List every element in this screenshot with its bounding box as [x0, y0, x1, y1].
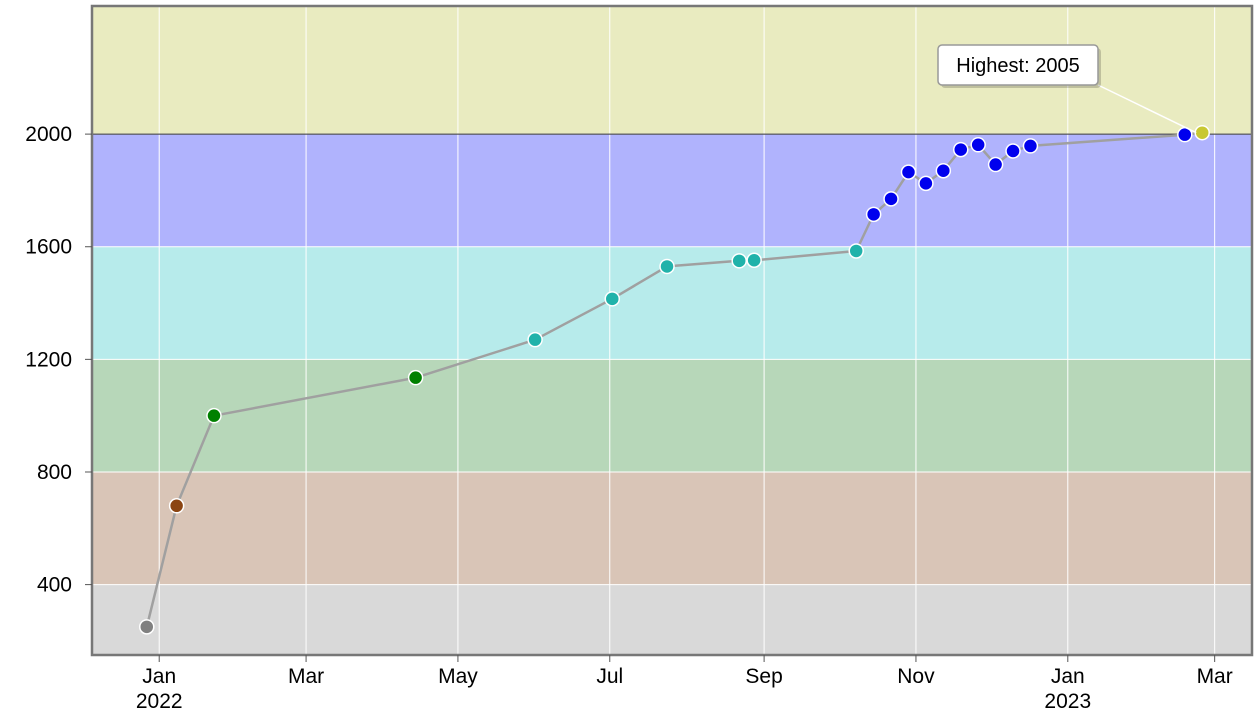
x-tick-label-1: Mar	[288, 665, 324, 688]
data-point[interactable]	[407, 369, 424, 386]
data-point[interactable]	[731, 253, 747, 269]
x-tick-label-4: Sep	[745, 665, 782, 688]
data-point[interactable]	[918, 175, 934, 192]
data-point[interactable]	[848, 243, 864, 259]
y-axis: 400 800 1200 1600 2000	[25, 123, 92, 597]
rating-bands	[92, 6, 1252, 655]
data-point[interactable]	[1022, 138, 1039, 154]
y-tick-label-3: 1600	[25, 236, 72, 259]
x-tick-sublabel-0: 2022	[136, 690, 183, 713]
band-1	[92, 471, 1252, 585]
callout-leader-line	[1097, 84, 1197, 134]
data-point[interactable]	[987, 156, 1004, 173]
data-point[interactable]	[970, 137, 986, 153]
y-tick-label-2: 1200	[25, 348, 72, 371]
x-tick-label-3: Jul	[596, 665, 623, 688]
highest-callout: Highest: 2005	[937, 44, 1197, 134]
data-point[interactable]	[865, 206, 882, 223]
data-point[interactable]	[139, 619, 155, 635]
data-point[interactable]	[935, 162, 952, 179]
band-4	[92, 134, 1252, 247]
data-point[interactable]	[953, 141, 969, 158]
data-point[interactable]	[206, 407, 222, 424]
x-tick-label-7: Mar	[1197, 665, 1233, 688]
x-tick-label-2: May	[438, 665, 478, 688]
data-point[interactable]	[1005, 143, 1021, 159]
band-2	[92, 359, 1252, 472]
data-point[interactable]	[900, 164, 917, 180]
series-line	[145, 131, 1203, 628]
x-tick-label-0: Jan	[142, 665, 176, 688]
data-point[interactable]	[604, 291, 621, 307]
y-tick-label-1: 800	[37, 461, 72, 484]
plot-frame	[90, 4, 1254, 657]
x-tick-sublabel-6: 2023	[1044, 690, 1091, 713]
data-point[interactable]	[527, 331, 543, 348]
data-point[interactable]	[746, 252, 762, 269]
data-point[interactable]	[659, 258, 675, 275]
data-points	[139, 124, 1210, 635]
x-tick-label-5: Nov	[897, 665, 935, 688]
data-point[interactable]	[168, 498, 185, 514]
band-0	[92, 584, 1252, 655]
data-point[interactable]	[1194, 124, 1210, 141]
x-tick-label-6: Jan	[1051, 665, 1085, 688]
callout-box	[937, 44, 1099, 86]
callout-label: Highest: 2005	[956, 55, 1079, 77]
y-tick-label-0: 400	[37, 574, 72, 597]
y-tick-label-4: 2000	[25, 123, 72, 146]
data-point[interactable]	[883, 191, 899, 207]
